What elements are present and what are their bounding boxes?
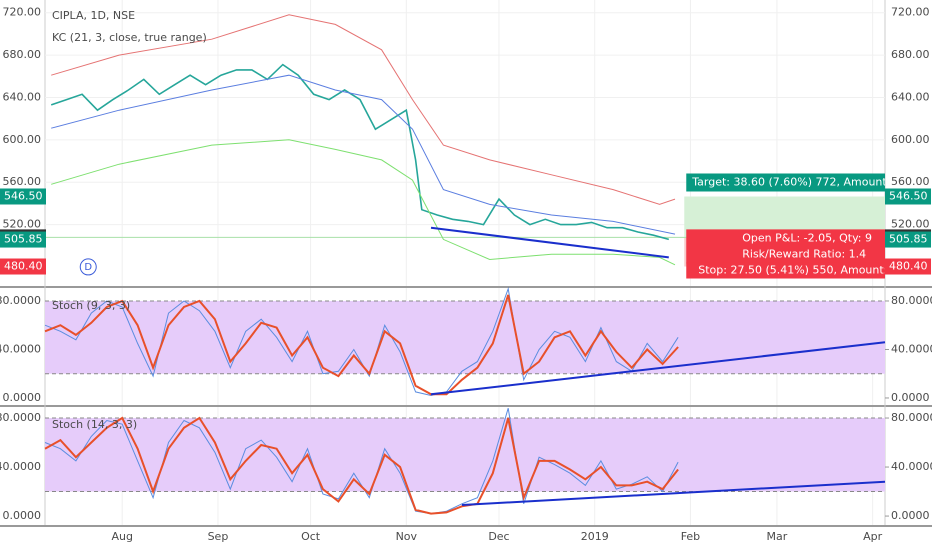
x-tick-label: Oct [301, 530, 321, 543]
price-tag-label: 546.50 [889, 189, 928, 202]
keltner-line [51, 14, 676, 205]
x-tick-label: Sep [208, 530, 229, 543]
y-tick-label: 640.00 [891, 90, 930, 103]
x-tick-label: Nov [396, 530, 418, 543]
price-tag [885, 231, 931, 248]
stoch-d [44, 416, 679, 515]
y-tick-label: 560.00 [891, 175, 930, 188]
trendline [430, 341, 886, 396]
keltner-line [51, 74, 676, 235]
y-tick-label: 0.0000 [891, 509, 930, 522]
x-tick-label: Aug [111, 530, 132, 543]
y-tick-label: 0.0000 [891, 391, 930, 404]
target-text: Target: 38.60 (7.60%) 772, Amount: 13 [691, 175, 908, 188]
rr-text: Risk/Reward Ratio: 1.4 [742, 247, 866, 260]
event-marker-label: D [84, 262, 92, 273]
stop-box: Stop: 27.50 (5.41%) 550, Amount: 752 [686, 262, 912, 279]
price-tag [0, 188, 46, 205]
y-tick-label: 0.0000 [3, 391, 42, 404]
y-tick-label: 80.0000 [0, 294, 41, 307]
price-tag [0, 258, 46, 275]
x-tick-label: Mar [767, 530, 788, 543]
y-tick-label: 0.0000 [3, 509, 42, 522]
event-marker [79, 258, 97, 276]
price-tag [0, 231, 46, 248]
price-tag-label: 480.40 [4, 260, 43, 273]
x-tick-label: Dec [488, 530, 509, 543]
y-tick-label: 40.0000 [0, 460, 41, 473]
y-tick-label: 80.0000 [0, 411, 41, 424]
y-tick-label: 680.00 [3, 48, 42, 61]
y-tick-label: 720.00 [3, 6, 42, 19]
band-fill [45, 300, 885, 374]
stop-text: Stop: 27.50 (5.41%) 550, Amount: 752 [698, 264, 912, 277]
y-tick-label: 640.00 [3, 90, 42, 103]
y-tick-label: 40.0000 [0, 342, 41, 355]
y-tick-label: 600.00 [891, 133, 930, 146]
y-tick-label: 80.0000 [891, 294, 932, 307]
y-tick-label: 520.00 [891, 218, 930, 231]
trendline [430, 226, 669, 259]
pnl-box-bg [686, 229, 885, 264]
y-tick-label: 80.0000 [891, 411, 932, 424]
target-box-bg [686, 173, 885, 192]
band-fill [45, 418, 885, 492]
stoch-title: Stoch (14, 3, 3) [52, 418, 137, 431]
y-tick-label: 720.00 [891, 6, 930, 19]
y-tick-label: 680.00 [891, 48, 930, 61]
y-tick-label: 560.00 [3, 175, 42, 188]
stoch-k [44, 286, 679, 397]
pnl-box: Open P&L: -2.05, Qty: 9 Risk/Reward Ratio… [686, 229, 885, 264]
trendline [461, 480, 886, 506]
x-tick-label: 2019 [581, 530, 609, 543]
indicator-title: KC (21, 3, close, true range) [52, 31, 207, 44]
x-tick-label: Feb [681, 530, 700, 543]
stop-box-bg [686, 262, 885, 279]
price-tag [885, 188, 931, 205]
pnl-text: Open P&L: -2.05, Qty: 9 [742, 231, 872, 244]
x-tick-label: Apr [863, 530, 883, 543]
price-tag [885, 258, 931, 275]
stoch-d [44, 294, 679, 396]
price-line [50, 63, 670, 241]
target-box: Target: 38.60 (7.60%) 772, Amount: 13 [686, 173, 908, 192]
price-tag-label: 505.85 [4, 233, 43, 246]
y-tick-label: 40.0000 [891, 460, 932, 473]
chart-title: CIPLA, 1D, NSE [52, 9, 135, 22]
keltner-line [51, 139, 676, 266]
price-tag-label: 505.85 [889, 233, 928, 246]
price-tag-label: 546.50 [4, 189, 43, 202]
y-tick-label: 600.00 [3, 133, 42, 146]
price-tag-label: 480.40 [889, 260, 928, 273]
y-tick-label: 40.0000 [891, 342, 932, 355]
y-tick-label: 520.00 [3, 218, 42, 231]
stoch-title: Stoch (9, 3, 3) [52, 299, 130, 312]
